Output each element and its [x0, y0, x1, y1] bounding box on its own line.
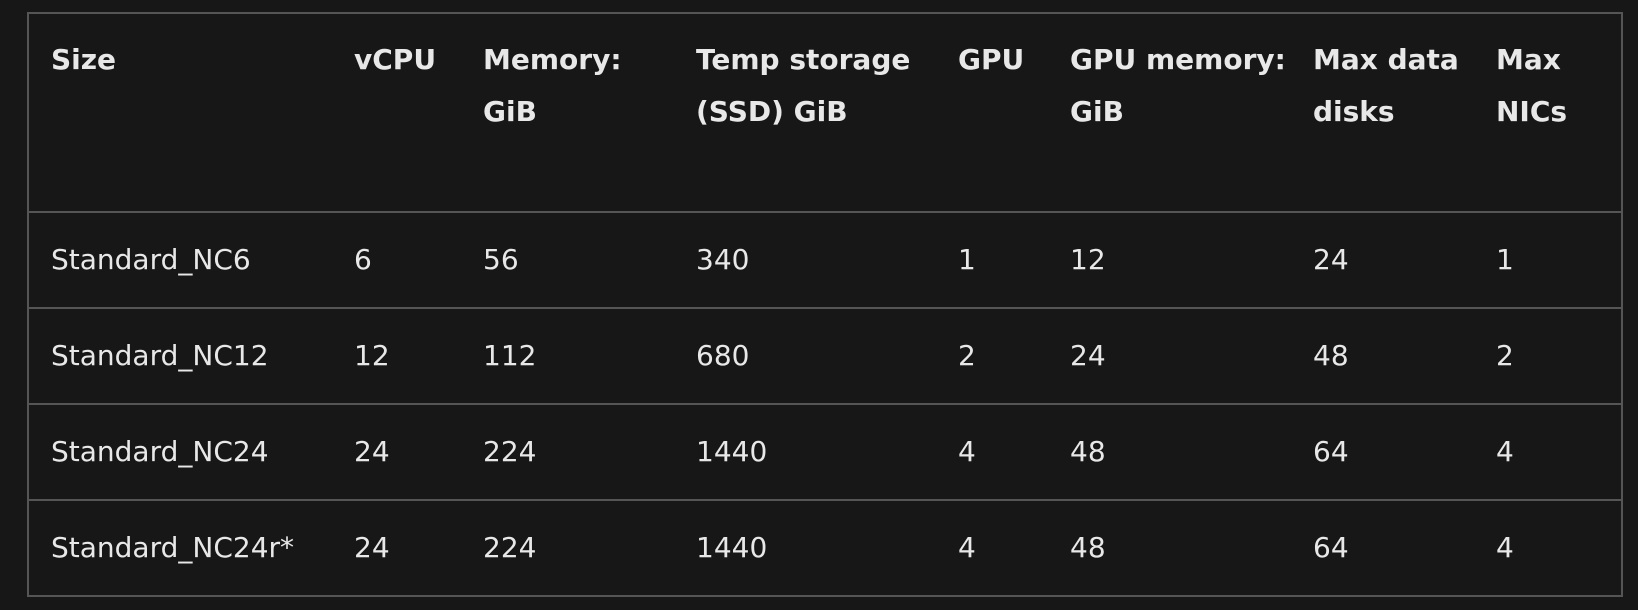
table-row: Standard_NC12 12 112 680 2 24 48 2	[28, 307, 1622, 404]
cell-gpu: 4	[936, 499, 1048, 596]
cell-max-data-disks: 48	[1291, 307, 1474, 404]
cell-size: Standard_NC24	[28, 403, 332, 500]
cell-size: Standard_NC6	[28, 211, 332, 308]
cell-gpu-memory: 12	[1048, 211, 1291, 308]
cell-vcpu: 12	[332, 307, 461, 404]
cell-temp-storage: 340	[674, 211, 936, 308]
vm-sizes-table: Size vCPU Memory: GiB Temp storage (SSD)…	[27, 12, 1623, 597]
cell-max-nics: 2	[1474, 307, 1622, 404]
cell-gpu: 1	[936, 211, 1048, 308]
cell-memory: 224	[461, 403, 674, 500]
cell-memory: 112	[461, 307, 674, 404]
header-max-data-disks: Max data disks	[1313, 43, 1459, 128]
header-size: Size	[51, 43, 117, 76]
cell-temp-storage: 1440	[674, 499, 936, 596]
cell-gpu: 4	[936, 403, 1048, 500]
cell-temp-storage: 1440	[674, 403, 936, 500]
cell-gpu-memory: 24	[1048, 307, 1291, 404]
cell-max-data-disks: 24	[1291, 211, 1474, 308]
cell-max-data-disks: 64	[1291, 499, 1474, 596]
cell-max-nics: 4	[1474, 499, 1622, 596]
cell-vcpu: 24	[332, 403, 461, 500]
header-gpu: GPU	[958, 43, 1025, 76]
cell-gpu-memory: 48	[1048, 499, 1291, 596]
header-max-nics: Max NICs	[1496, 43, 1568, 128]
cell-max-nics: 1	[1474, 211, 1622, 308]
header-vcpu: vCPU	[354, 43, 437, 76]
cell-gpu-memory: 48	[1048, 403, 1291, 500]
header-row: Size vCPU Memory: GiB Temp storage (SSD)…	[28, 13, 1622, 212]
cell-vcpu: 24	[332, 499, 461, 596]
cell-memory: 224	[461, 499, 674, 596]
cell-vcpu: 6	[332, 211, 461, 308]
cell-max-nics: 4	[1474, 403, 1622, 500]
cell-size: Standard_NC24r*	[28, 499, 332, 596]
header-memory: Memory: GiB	[483, 43, 622, 128]
cell-memory: 56	[461, 211, 674, 308]
table-row: Standard_NC6 6 56 340 1 12 24 1	[28, 211, 1622, 308]
table-row: Standard_NC24 24 224 1440 4 48 64 4	[28, 403, 1622, 500]
header-temp-storage: Temp storage (SSD) GiB	[696, 43, 911, 128]
table-row: Standard_NC24r* 24 224 1440 4 48 64 4	[28, 499, 1622, 596]
header-gpu-memory: GPU memory: GiB	[1070, 43, 1286, 128]
cell-temp-storage: 680	[674, 307, 936, 404]
cell-gpu: 2	[936, 307, 1048, 404]
cell-max-data-disks: 64	[1291, 403, 1474, 500]
cell-size: Standard_NC12	[28, 307, 332, 404]
